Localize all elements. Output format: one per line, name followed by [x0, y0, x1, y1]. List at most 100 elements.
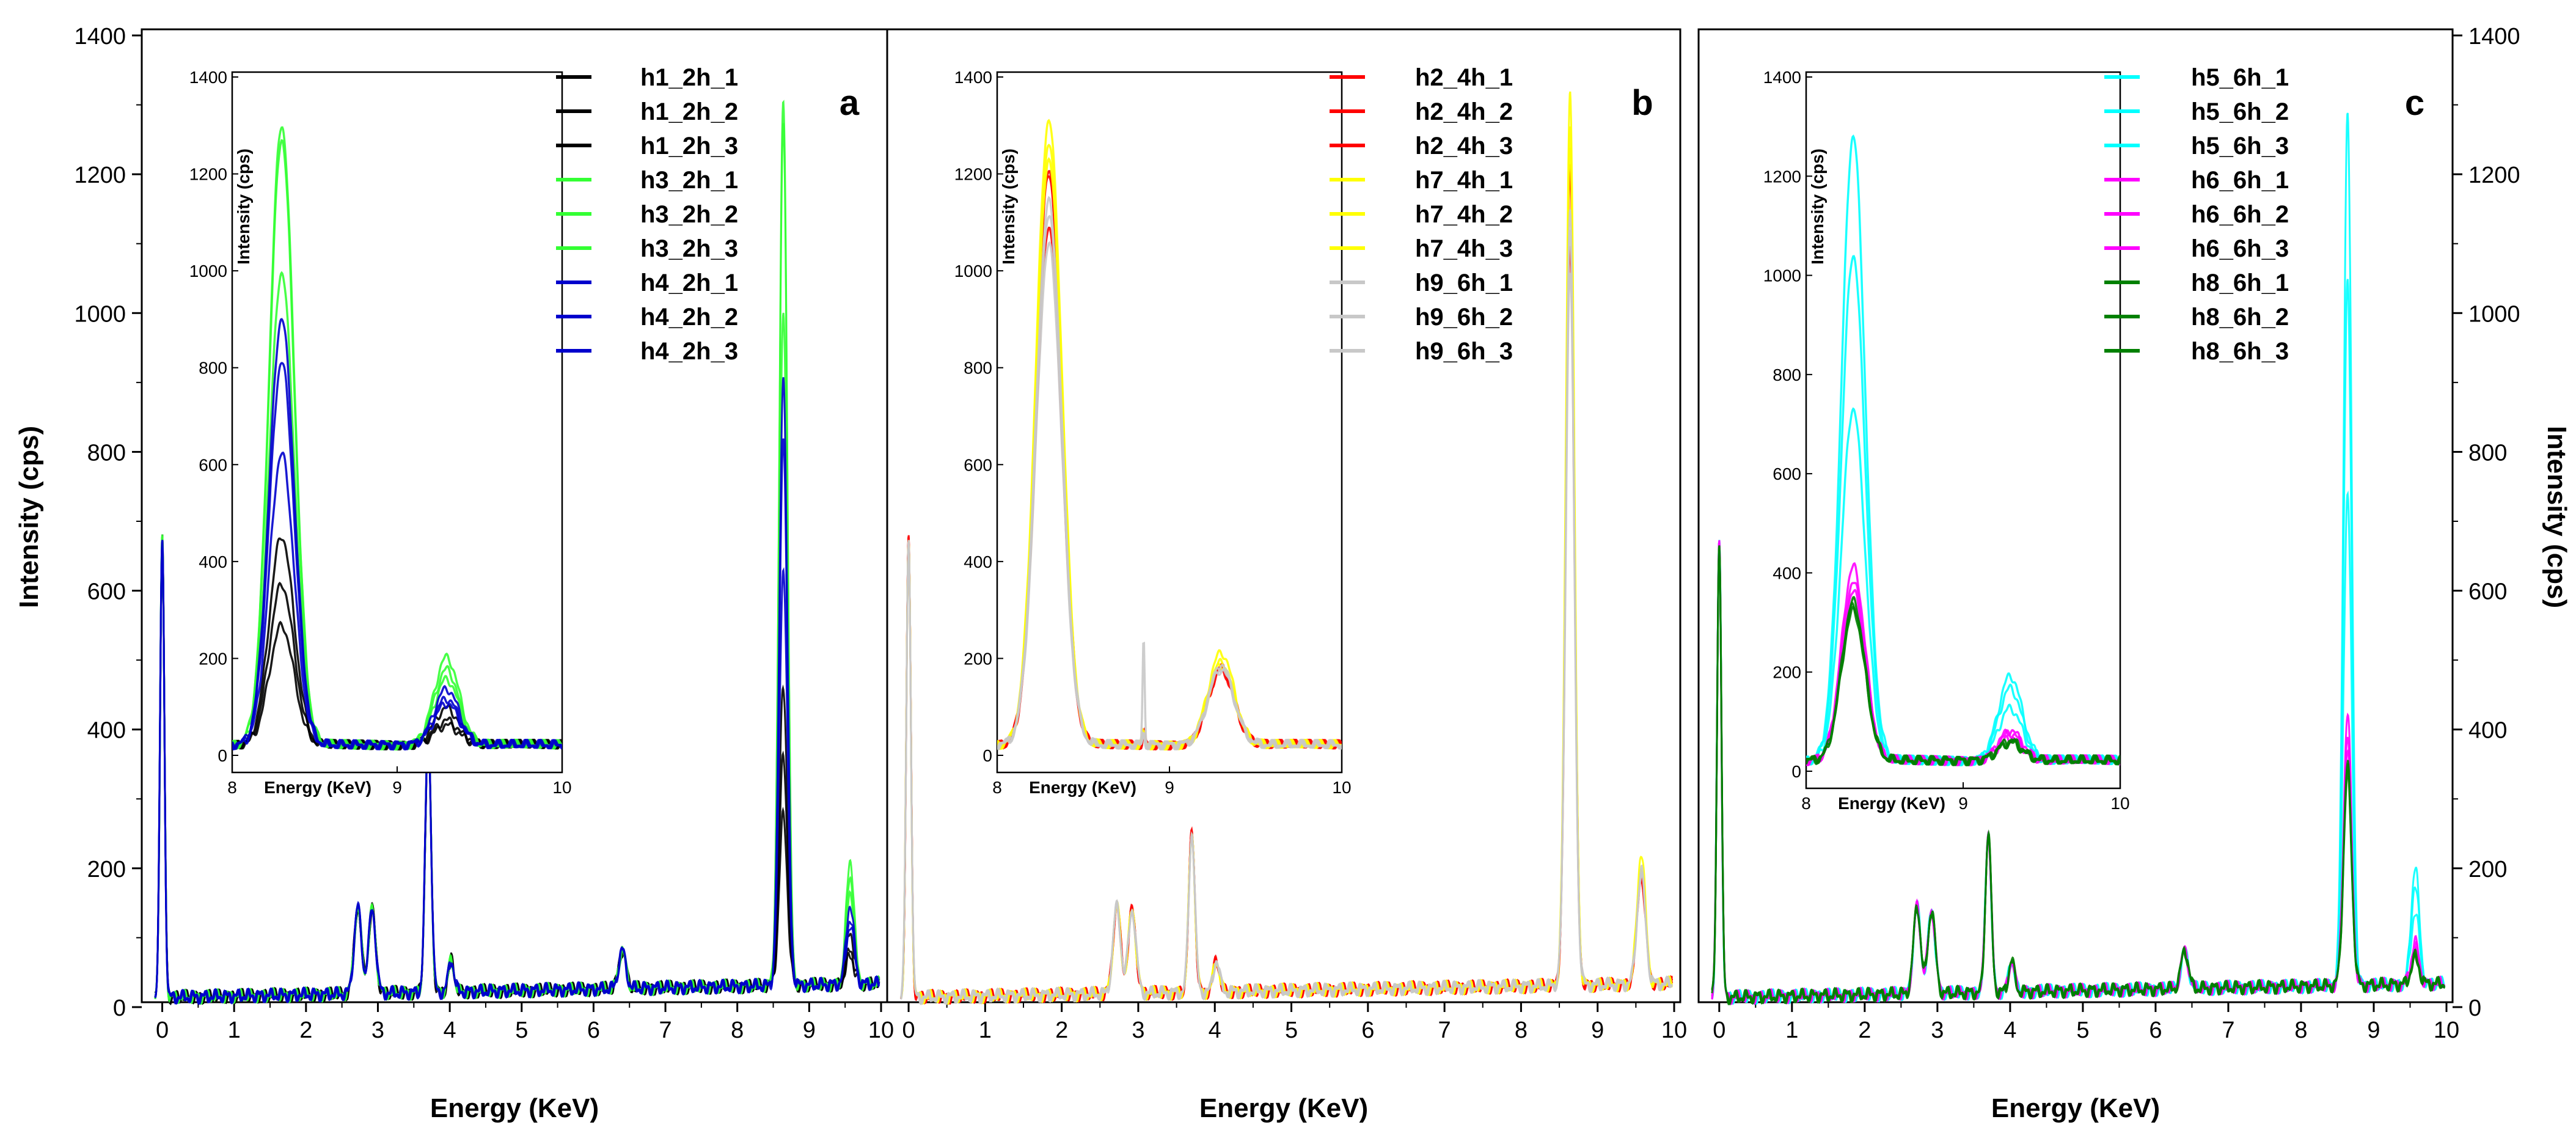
inset-y-tick-label: 1400: [189, 68, 227, 87]
legend-label-h7_4h_3: h7_4h_3: [1415, 235, 1513, 262]
x-tick-label: 10: [1661, 1018, 1687, 1043]
spectrum-line-h4_2h_3: [154, 540, 880, 1005]
inset-y-tick-label: 0: [218, 746, 227, 765]
legend-label-h6_6h_3: h6_6h_3: [2191, 235, 2289, 262]
x-tick-label: 7: [2222, 1018, 2234, 1043]
x-axis-label: Energy (KeV): [1991, 1093, 2160, 1123]
inset-y-axis-label: Intensity (cps): [1808, 148, 1827, 265]
legend-label-h6_6h_1: h6_6h_1: [2191, 167, 2289, 194]
legend-label-h7_4h_2: h7_4h_2: [1415, 201, 1513, 228]
panel-label-c: c: [2405, 83, 2424, 123]
x-tick-label: 3: [371, 1018, 384, 1043]
inset-y-tick-label: 0: [982, 746, 992, 765]
x-tick-label: 4: [1209, 1018, 1221, 1043]
inset-y-tick-label: 600: [199, 455, 227, 474]
x-tick-label: 4: [2003, 1018, 2016, 1043]
x-tick-label: 7: [1438, 1018, 1451, 1043]
x-tick-label: 5: [1285, 1018, 1298, 1043]
inset-y-tick-label: 1200: [1763, 167, 1801, 186]
inset-x-tick-label: 10: [1332, 778, 1351, 797]
inset-line-h9_6h_3: [997, 196, 1342, 751]
inset-y-tick-label: 1400: [954, 68, 992, 87]
y-tick-label-right: 0: [2468, 996, 2481, 1021]
y-tick-label-right: 400: [2468, 718, 2507, 744]
inset-x-tick-label: 10: [552, 778, 571, 797]
y-tick-label-left: 0: [113, 996, 126, 1021]
y-tick-label-right: 600: [2468, 579, 2507, 605]
x-tick-label: 5: [2076, 1018, 2089, 1043]
legend-label-h9_6h_1: h9_6h_1: [1415, 270, 1513, 296]
y-tick-label-left: 1200: [74, 163, 126, 188]
x-tick-label: 1: [228, 1018, 241, 1043]
inset-y-tick-label: 600: [964, 455, 992, 474]
x-tick-label: 10: [2434, 1018, 2459, 1043]
y-tick-label-left: 800: [87, 440, 126, 466]
x-tick-label: 8: [2294, 1018, 2307, 1043]
inset-y-tick-label: 800: [1773, 365, 1801, 384]
panel-label-b: b: [1631, 83, 1653, 123]
inset-y-tick-label: 600: [1773, 464, 1801, 483]
inset-y-tick-label: 1000: [1763, 266, 1801, 285]
inset-y-tick-label: 400: [964, 552, 992, 571]
inset-frame-a: [231, 71, 563, 774]
y-tick-label-left: 1000: [74, 301, 126, 327]
legend-label-h4_2h_2: h4_2h_2: [640, 304, 738, 331]
y-tick-label-right: 200: [2468, 857, 2507, 882]
legend-label-h3_2h_3: h3_2h_3: [640, 235, 738, 262]
inset-lines-a: [232, 126, 562, 751]
legend-label-h1_2h_1: h1_2h_1: [640, 64, 738, 91]
legend-label-h1_2h_3: h1_2h_3: [640, 133, 738, 160]
legend-label-h8_6h_2: h8_6h_2: [2191, 304, 2289, 331]
panel-frame-c: [1697, 28, 2454, 1003]
legend-label-h3_2h_1: h3_2h_1: [640, 167, 738, 194]
x-tick-label: 6: [587, 1018, 600, 1043]
inset-line-h8_6h_3: [1806, 601, 2120, 767]
y-tick-label-right: 1200: [2468, 163, 2520, 188]
legend-label-h7_4h_1: h7_4h_1: [1415, 167, 1513, 194]
inset-x-axis-label: Energy (KeV): [1838, 794, 1945, 813]
y-tick-label-left: 400: [87, 718, 126, 744]
inset-y-tick-label: 200: [964, 649, 992, 668]
legend-label-h2_4h_3: h2_4h_3: [1415, 133, 1513, 160]
y-tick-label-right: 1000: [2468, 301, 2520, 327]
y-tick-label-left: 200: [87, 857, 126, 882]
legend-label-h1_2h_2: h1_2h_2: [640, 98, 738, 125]
legend-label-h5_6h_1: h5_6h_1: [2191, 64, 2289, 91]
x-tick-label: 9: [1591, 1018, 1604, 1043]
x-tick-label: 4: [444, 1018, 456, 1043]
panel-frame-b: [886, 28, 1681, 1003]
legend-label-h8_6h_3: h8_6h_3: [2191, 338, 2289, 365]
legend-label-h3_2h_2: h3_2h_2: [640, 201, 738, 228]
legend-label-h4_2h_1: h4_2h_1: [640, 270, 738, 296]
x-tick-label: 0: [1713, 1018, 1725, 1043]
x-tick-label: 6: [2149, 1018, 2162, 1043]
y-tick-label-left: 1400: [74, 24, 126, 50]
x-tick-label: 8: [731, 1018, 744, 1043]
inset-y-tick-label: 400: [199, 552, 227, 571]
spectrum-line-h8_6h_3: [1711, 545, 2446, 1006]
x-tick-label: 2: [1055, 1018, 1068, 1043]
legend-label-h9_6h_3: h9_6h_3: [1415, 338, 1513, 365]
inset-y-tick-label: 1000: [189, 262, 227, 280]
inset-y-tick-label: 1200: [189, 165, 227, 184]
inset-x-tick-label: 10: [2110, 794, 2129, 813]
legend-label-h5_6h_3: h5_6h_3: [2191, 133, 2289, 160]
legend-label-h4_2h_3: h4_2h_3: [640, 338, 738, 365]
inset-y-axis-label: Intensity (cps): [999, 148, 1018, 265]
inset-y-tick-label: 0: [1791, 762, 1801, 781]
x-tick-label: 0: [156, 1018, 169, 1043]
inset-line-h4_2h_3: [232, 451, 562, 751]
x-axis-label: Energy (KeV): [430, 1093, 599, 1123]
y-axis-label-left: Intensity (cps): [14, 426, 44, 608]
y-tick-label-left: 600: [87, 579, 126, 605]
inset-x-axis-label: Energy (KeV): [1029, 778, 1136, 797]
inset-x-tick-label: 9: [1958, 794, 1968, 813]
legend-label-h2_4h_2: h2_4h_2: [1415, 98, 1513, 125]
inset-lines-b: [997, 119, 1342, 751]
inset-y-tick-label: 1200: [954, 165, 992, 184]
legend-label-h5_6h_2: h5_6h_2: [2191, 98, 2289, 125]
x-tick-label: 3: [1931, 1018, 1944, 1043]
inset-x-tick-label: 8: [992, 778, 1002, 797]
inset-frame-c: [1805, 71, 2121, 790]
